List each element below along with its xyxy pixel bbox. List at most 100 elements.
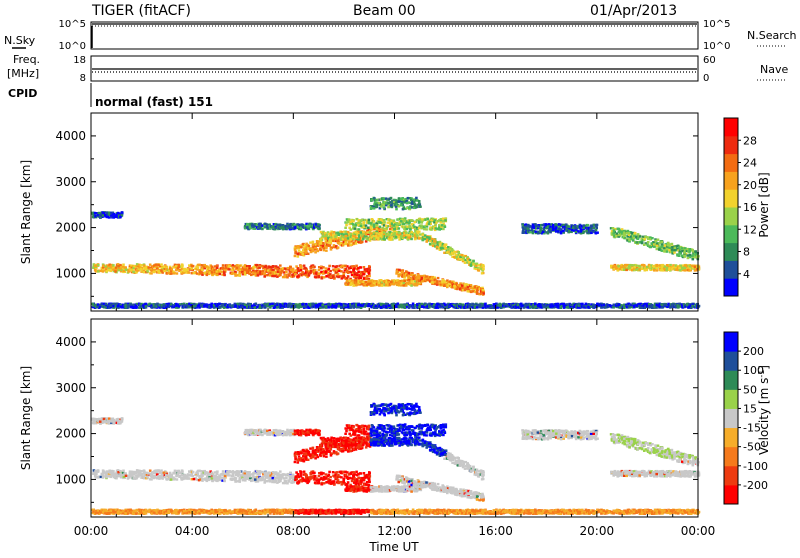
power-point xyxy=(258,267,261,269)
power-point xyxy=(360,223,363,225)
power-point xyxy=(365,233,368,235)
power-point xyxy=(534,231,537,233)
power-point xyxy=(549,231,552,233)
power-point xyxy=(323,276,326,278)
power-point xyxy=(375,203,378,205)
power-point xyxy=(461,284,464,286)
power-point xyxy=(206,274,209,276)
power-point xyxy=(529,306,532,308)
power-point xyxy=(205,265,208,267)
power-point xyxy=(300,267,303,269)
power-point xyxy=(393,224,396,226)
power-point xyxy=(257,274,260,276)
power-point xyxy=(390,281,393,283)
power-point xyxy=(349,306,352,308)
power-point xyxy=(377,237,380,239)
power-point xyxy=(248,265,251,267)
power-point xyxy=(568,230,571,232)
power-point xyxy=(396,270,399,272)
power-point xyxy=(482,265,485,267)
power-point xyxy=(542,224,545,226)
power-point xyxy=(263,273,266,275)
power-point xyxy=(216,305,219,307)
power-point xyxy=(395,236,398,238)
power-point xyxy=(434,277,437,279)
power-point xyxy=(371,218,374,220)
power-point xyxy=(289,272,292,274)
freq-top-tick: 18 xyxy=(73,55,86,66)
power-point xyxy=(119,216,122,218)
power-point xyxy=(271,303,274,305)
power-point xyxy=(472,290,475,292)
power-point xyxy=(352,305,355,307)
power-point xyxy=(347,237,350,239)
power-point xyxy=(385,306,388,308)
power-point xyxy=(385,227,388,229)
power-point xyxy=(322,235,325,237)
power-point xyxy=(309,272,312,274)
power-point xyxy=(407,234,410,236)
power-point xyxy=(358,228,361,230)
power-point xyxy=(232,264,235,266)
power-point xyxy=(545,223,548,225)
power-point xyxy=(352,220,355,222)
power-point xyxy=(314,275,317,277)
power-point xyxy=(119,267,122,269)
power-point xyxy=(383,219,386,221)
power-point xyxy=(373,237,376,239)
power-point xyxy=(205,304,208,306)
power-point xyxy=(397,200,400,202)
power-point xyxy=(398,275,401,277)
power-point xyxy=(549,304,552,306)
power-point xyxy=(286,225,289,227)
power-point xyxy=(322,266,325,268)
power-point xyxy=(397,284,400,286)
power-point xyxy=(482,268,485,270)
power-point xyxy=(357,224,360,226)
power-point xyxy=(261,306,264,308)
power-point xyxy=(244,304,247,306)
power-point xyxy=(315,271,318,273)
power-point xyxy=(198,264,201,266)
power-point xyxy=(327,244,330,246)
power-point xyxy=(108,216,111,218)
power-point xyxy=(367,283,370,285)
power-point xyxy=(407,238,410,240)
power-point xyxy=(469,259,472,261)
power-point xyxy=(373,198,376,200)
power-point xyxy=(312,241,315,243)
power-point xyxy=(347,306,350,308)
power-point xyxy=(468,261,471,263)
power-point xyxy=(145,303,148,305)
power-point xyxy=(383,238,386,240)
power-point xyxy=(329,276,332,278)
power-point xyxy=(360,307,363,309)
power-point xyxy=(409,228,412,230)
power-point xyxy=(125,269,128,271)
power-point xyxy=(297,253,300,255)
power-point xyxy=(249,226,252,228)
power-point xyxy=(329,238,332,240)
power-point xyxy=(380,279,383,281)
power-point xyxy=(397,303,400,305)
power-point xyxy=(385,197,388,199)
power-point xyxy=(328,268,331,270)
power-point xyxy=(410,284,413,286)
power-point xyxy=(256,264,259,266)
power-point xyxy=(365,277,368,279)
power-point xyxy=(119,264,122,266)
power-point xyxy=(102,265,105,267)
power-point xyxy=(301,253,304,255)
power-point xyxy=(428,303,431,305)
power-point xyxy=(438,226,441,228)
power-point xyxy=(360,280,363,282)
nave-bottom-tick: 0 xyxy=(703,73,709,84)
power-point xyxy=(411,223,414,225)
power-point xyxy=(388,202,391,204)
power-point xyxy=(349,244,352,246)
power-point xyxy=(219,273,222,275)
power-point xyxy=(378,284,381,286)
power-point xyxy=(410,231,413,233)
power-point xyxy=(370,280,373,282)
power-point xyxy=(210,304,213,306)
